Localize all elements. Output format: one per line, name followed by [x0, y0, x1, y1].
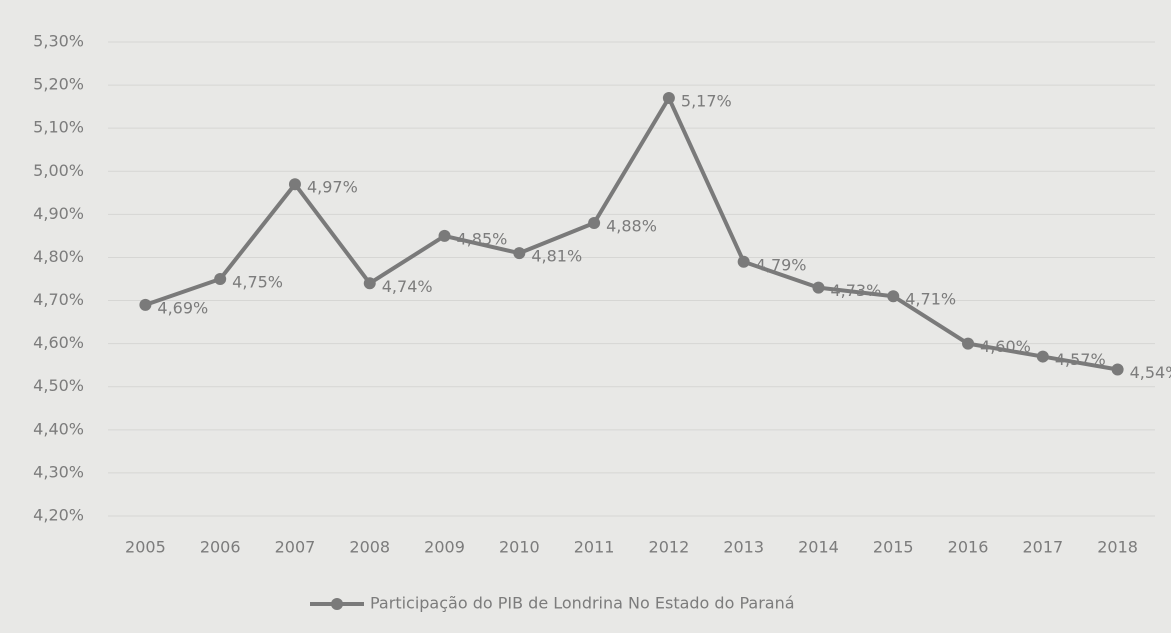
data-label: 5,17%	[681, 92, 732, 111]
y-tick-label: 4,40%	[33, 419, 84, 438]
point	[438, 229, 451, 242]
legend-marker	[331, 598, 343, 610]
x-tick-label: 2011	[574, 538, 615, 557]
line	[144, 96, 1118, 372]
data-label: 4,71%	[905, 290, 956, 309]
y-tick-label: 5,20%	[33, 75, 84, 94]
data-label: 4,88%	[606, 216, 657, 235]
x-tick-label: 2009	[424, 538, 465, 557]
point	[812, 281, 825, 294]
data-label: 4,81%	[531, 247, 582, 266]
data-label: 4,69%	[157, 298, 208, 317]
point	[662, 92, 675, 105]
data-label: 4,74%	[382, 277, 433, 296]
y-tick-label: 4,90%	[33, 204, 84, 223]
x-tick-label: 2016	[948, 538, 989, 557]
x-tick-label: 2006	[200, 538, 241, 557]
y-tick-label: 4,70%	[33, 290, 84, 309]
y-tick-label: 4,80%	[33, 247, 84, 266]
point	[513, 247, 526, 260]
point	[1036, 350, 1049, 363]
x-tick-label: 2013	[723, 538, 764, 557]
legend-label: Participação do PIB de Londrina No Estad…	[370, 594, 795, 613]
data-label: 4,73%	[830, 281, 881, 300]
y-tick-label: 5,10%	[33, 118, 84, 137]
point	[588, 216, 601, 229]
point	[1111, 363, 1124, 376]
data-label: 4,85%	[457, 229, 508, 248]
x-tick-label: 2018	[1097, 538, 1138, 557]
point	[214, 273, 227, 285]
y-tick-label: 4,30%	[33, 462, 84, 481]
x-tick-label: 2008	[349, 538, 390, 557]
y-tick-label: 5,00%	[33, 161, 84, 180]
y-tick-label: 5,30%	[33, 32, 84, 51]
data-label: 4,97%	[307, 178, 358, 197]
point	[887, 290, 900, 303]
x-tick-label: 2017	[1022, 538, 1063, 557]
y-tick-label: 4,50%	[33, 376, 84, 395]
data-label: 4,79%	[756, 255, 807, 274]
point	[737, 255, 750, 268]
x-tick-label: 2007	[275, 538, 316, 557]
data-label: 4,60%	[980, 337, 1031, 356]
x-tick-label: 2015	[873, 538, 914, 557]
x-tick-label: 2012	[649, 538, 690, 557]
y-tick-label: 4,60%	[33, 333, 84, 352]
point	[139, 298, 152, 311]
data-label: 4,75%	[232, 273, 283, 292]
x-tick-label: 2010	[499, 538, 540, 557]
y-tick-label: 4,20%	[33, 506, 84, 525]
point	[962, 337, 975, 350]
point	[363, 277, 376, 290]
x-tick-label: 2014	[798, 538, 839, 557]
point	[288, 178, 301, 191]
x-tick-label: 2005	[125, 538, 166, 557]
data-label: 4,57%	[1055, 350, 1106, 369]
data-label: 4,54%	[1130, 363, 1171, 382]
